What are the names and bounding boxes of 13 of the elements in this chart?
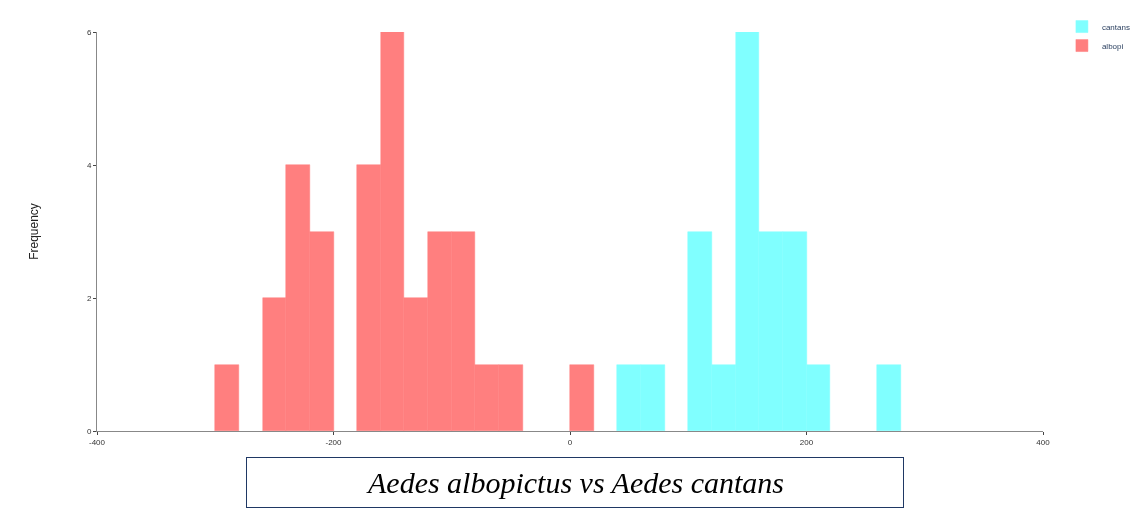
x-tick-label: 0 (567, 437, 573, 447)
x-tick-label: -400 (88, 437, 106, 447)
legend-label: cantans (1101, 22, 1130, 32)
y-axis-title: Frequency (27, 203, 42, 260)
x-tick-label: 400 (1036, 437, 1051, 447)
y-tick-label: 6 (86, 27, 92, 37)
legend-label: albopi (1101, 41, 1124, 51)
x-tick-label: 200 (799, 437, 814, 447)
y-tick-label: 0 (86, 426, 92, 436)
y-tick-label: 2 (86, 293, 92, 303)
text: Aedes albopictus vs Aedes cantans (365, 466, 785, 499)
y-tick-label: 4 (86, 160, 92, 170)
x-tick-label: -200 (325, 437, 343, 447)
